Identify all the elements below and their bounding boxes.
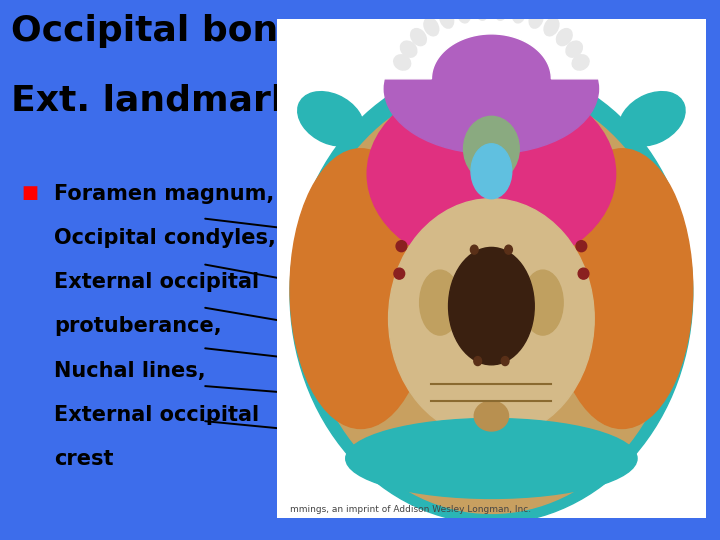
Ellipse shape — [420, 270, 460, 335]
Ellipse shape — [476, 1, 488, 20]
Ellipse shape — [527, 6, 546, 32]
Text: External occipital: External occipital — [54, 272, 259, 292]
Ellipse shape — [394, 55, 410, 70]
Ellipse shape — [384, 24, 598, 154]
Ellipse shape — [572, 55, 589, 70]
Polygon shape — [380, 0, 603, 79]
Ellipse shape — [501, 356, 509, 366]
Ellipse shape — [578, 268, 589, 279]
Ellipse shape — [474, 401, 508, 431]
Ellipse shape — [396, 241, 407, 252]
Text: protuberance,: protuberance, — [54, 316, 222, 336]
Text: Occipital condyles,: Occipital condyles, — [54, 228, 276, 248]
Ellipse shape — [437, 6, 456, 32]
Ellipse shape — [290, 64, 693, 523]
Ellipse shape — [492, 0, 509, 24]
Text: Nuchal lines,: Nuchal lines, — [54, 361, 206, 381]
Ellipse shape — [569, 52, 593, 73]
Text: External occipital: External occipital — [54, 405, 259, 425]
Ellipse shape — [557, 29, 572, 45]
Text: mmings, an imprint of Addison Wesley Longman, Inc.: mmings, an imprint of Addison Wesley Lon… — [290, 505, 531, 515]
Ellipse shape — [554, 25, 575, 49]
Text: Foramen magnum,: Foramen magnum, — [54, 184, 274, 204]
Ellipse shape — [576, 241, 587, 252]
Ellipse shape — [541, 15, 562, 39]
Ellipse shape — [421, 15, 441, 39]
Ellipse shape — [390, 52, 414, 73]
Ellipse shape — [440, 9, 454, 28]
Text: ■: ■ — [22, 184, 39, 201]
Ellipse shape — [523, 270, 563, 335]
Ellipse shape — [397, 38, 420, 60]
Ellipse shape — [400, 41, 417, 57]
Ellipse shape — [290, 148, 431, 429]
Ellipse shape — [389, 199, 594, 438]
Ellipse shape — [298, 92, 364, 146]
Ellipse shape — [495, 1, 507, 20]
Ellipse shape — [513, 3, 526, 23]
Ellipse shape — [449, 247, 534, 365]
Ellipse shape — [457, 3, 470, 23]
Ellipse shape — [510, 0, 528, 26]
Ellipse shape — [367, 79, 616, 268]
Ellipse shape — [505, 245, 513, 254]
Ellipse shape — [474, 356, 482, 366]
Ellipse shape — [563, 38, 585, 60]
Ellipse shape — [619, 92, 685, 146]
Text: crest: crest — [54, 449, 114, 469]
Ellipse shape — [552, 148, 693, 429]
Ellipse shape — [544, 18, 559, 36]
Ellipse shape — [474, 0, 490, 24]
Ellipse shape — [470, 245, 478, 254]
Ellipse shape — [471, 144, 512, 199]
Ellipse shape — [529, 9, 543, 28]
Ellipse shape — [464, 116, 519, 181]
Ellipse shape — [455, 0, 473, 26]
Text: Occipital bone -: Occipital bone - — [11, 14, 330, 48]
Ellipse shape — [566, 41, 582, 57]
Ellipse shape — [394, 268, 405, 279]
Ellipse shape — [424, 18, 438, 36]
Text: Ext. landmarks: Ext. landmarks — [11, 84, 316, 118]
Ellipse shape — [410, 29, 426, 45]
Ellipse shape — [305, 84, 678, 514]
Ellipse shape — [408, 25, 429, 49]
Ellipse shape — [346, 418, 637, 498]
